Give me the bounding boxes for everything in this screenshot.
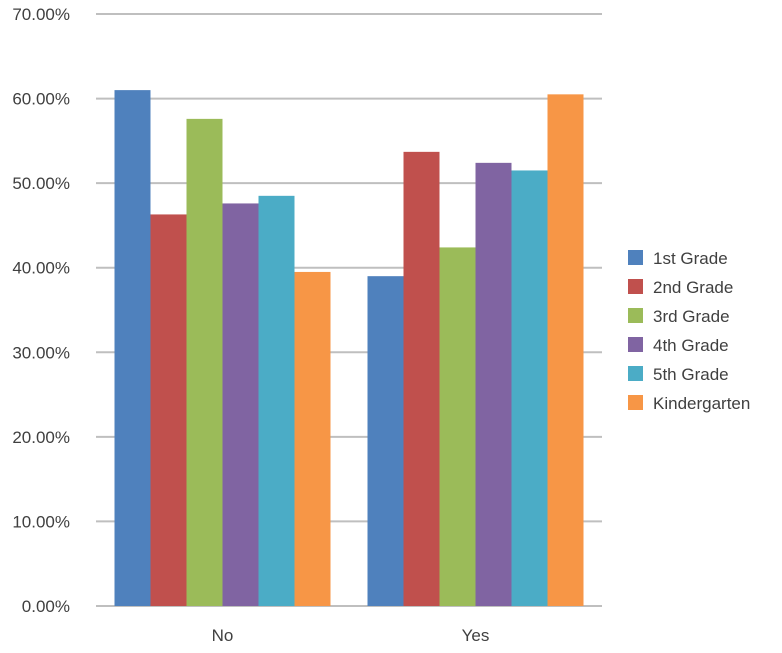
x-tick-label: No xyxy=(212,626,234,645)
y-tick-label: 50.00% xyxy=(12,174,70,193)
y-tick-label: 10.00% xyxy=(12,512,70,531)
legend-swatch xyxy=(628,337,643,352)
y-tick-label: 0.00% xyxy=(22,597,70,616)
bar-1st-grade-no xyxy=(114,90,151,607)
y-tick-label: 60.00% xyxy=(12,90,70,109)
bar-kindergarten-no xyxy=(294,271,331,606)
legend-swatch xyxy=(628,366,643,381)
y-tick-label: 40.00% xyxy=(12,259,70,278)
legend-label: 5th Grade xyxy=(653,365,729,384)
bar-2nd-grade-no xyxy=(150,214,187,607)
legend-swatch xyxy=(628,279,643,294)
legend-label: 2nd Grade xyxy=(653,278,733,297)
bar-5th-grade-yes xyxy=(511,170,548,606)
bar-3rd-grade-yes xyxy=(439,247,476,606)
legend-label: 4th Grade xyxy=(653,336,729,355)
y-tick-label: 20.00% xyxy=(12,428,70,447)
legend-swatch xyxy=(628,308,643,323)
legend-label: 3rd Grade xyxy=(653,307,730,326)
bar-5th-grade-no xyxy=(258,195,295,607)
bar-4th-grade-no xyxy=(222,203,259,606)
legend: 1st Grade 2nd Grade 3rd Grade 4th Grade 5th … xyxy=(628,249,750,413)
legend-label: 1st Grade xyxy=(653,249,728,268)
bar-4th-grade-yes xyxy=(475,162,512,607)
legend-swatch xyxy=(628,250,643,265)
x-tick-label: Yes xyxy=(462,626,490,645)
bar-3rd-grade-no xyxy=(186,118,223,607)
y-tick-label: 30.00% xyxy=(12,343,70,362)
bar-kindergarten-yes xyxy=(547,94,584,606)
legend-label: Kindergarten xyxy=(653,394,750,413)
legend-swatch xyxy=(628,395,643,410)
y-tick-label: 70.00% xyxy=(12,5,70,24)
bars xyxy=(114,90,584,607)
axes: 0.00% 10.00% 20.00% 30.00% 40.00% 50.00% 60.00… xyxy=(12,5,489,645)
bar-2nd-grade-yes xyxy=(403,151,440,606)
bar-1st-grade-yes xyxy=(367,276,404,606)
